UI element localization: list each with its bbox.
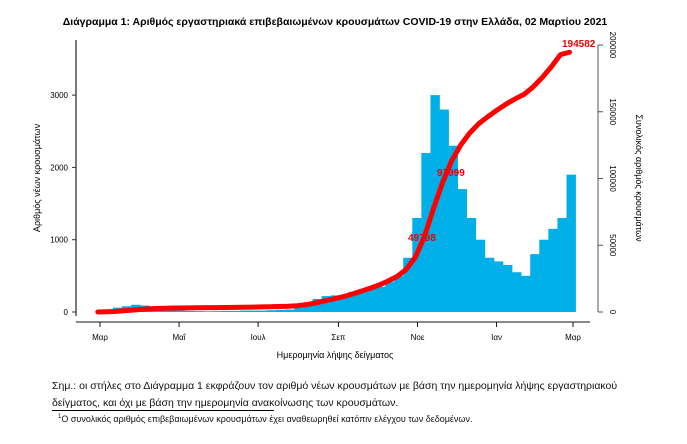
bar — [267, 310, 277, 312]
bar — [412, 218, 422, 312]
bar — [539, 239, 549, 312]
bar — [448, 145, 458, 312]
x-tick-label: Μαρ — [92, 333, 108, 342]
bar — [258, 310, 268, 312]
bar — [548, 228, 558, 312]
footnote-mark: 1 — [58, 414, 62, 420]
bar — [230, 310, 241, 312]
footnote: 1Ο συνολικός αριθμός επιβεβαιωμένων κρου… — [58, 414, 472, 424]
bar — [439, 109, 449, 312]
chart-title: Διάγραμμα 1: Αριθμός εργαστηριακά επιβεβ… — [63, 16, 608, 28]
bar — [312, 298, 322, 312]
bar — [503, 265, 513, 312]
bar — [557, 218, 567, 312]
bar — [176, 310, 186, 312]
bar — [521, 275, 531, 312]
bar — [512, 272, 522, 312]
y2-axis-label: Συνολικός αριθμός κρουσμάτων — [634, 114, 644, 242]
y-tick-label: 0 — [64, 308, 69, 317]
bar — [212, 311, 223, 312]
bar — [530, 254, 540, 312]
chart-note: Σημ.: οι στήλες στο Διάγραμμα 1 εκφράζου… — [52, 380, 618, 409]
y2-tick-label: 200000 — [608, 32, 617, 59]
bar — [348, 291, 359, 312]
bar — [185, 310, 195, 312]
y-tick-label: 2000 — [50, 163, 68, 172]
y-tick-label: 3000 — [50, 91, 68, 100]
bars — [94, 95, 576, 312]
footnote-text: Ο συνολικός αριθμός επιβεβαιωμένων κρουσ… — [61, 414, 473, 424]
bar — [385, 281, 395, 312]
bar — [194, 311, 204, 312]
x-tick-label: Νοε — [411, 333, 425, 342]
x-tick-label: Ιουλ — [251, 333, 266, 342]
x-tick-label: Μαΐ — [173, 333, 187, 342]
annotation-97999: 97999 — [437, 168, 465, 179]
bar — [366, 288, 377, 312]
bar — [566, 174, 576, 312]
bar — [466, 218, 477, 312]
bar — [484, 257, 495, 312]
bar — [339, 295, 350, 312]
bar — [249, 310, 259, 312]
axes: 0 1000 2000 3000 0 50000 100000 150000 200000 Μαρ… — [50, 32, 617, 342]
bar — [493, 261, 504, 312]
cumulative-line — [95, 49, 573, 315]
x-tick-label: Σεπ — [331, 333, 346, 342]
bar — [376, 286, 386, 312]
bar — [457, 189, 468, 312]
bar — [357, 290, 368, 312]
bar — [394, 275, 404, 312]
x-axis-label: Ημερομηνία λήψης δείγματος — [277, 350, 394, 360]
bar — [303, 303, 313, 312]
bar — [294, 307, 304, 312]
y2-tick-label: 50000 — [608, 234, 617, 257]
footnote-divider — [52, 410, 274, 411]
y-axis-label: Αριθμός νέων κρουσμάτων — [32, 123, 42, 232]
bar — [403, 257, 413, 312]
annotation-49798: 49798 — [408, 233, 436, 244]
bar — [330, 295, 341, 312]
bar — [203, 311, 214, 312]
annotation-total: 194582 — [562, 39, 596, 50]
x-tick-label: Μαρ — [565, 333, 581, 342]
bar — [239, 310, 250, 312]
x-tick-label: Ιαν — [491, 333, 502, 342]
bar — [276, 309, 286, 312]
y2-tick-label: 100000 — [608, 165, 617, 192]
bar — [285, 309, 295, 312]
bar — [321, 296, 331, 312]
y2-tick-label: 150000 — [608, 98, 617, 125]
cumulative-series — [95, 49, 573, 315]
bar — [475, 239, 486, 312]
bar — [221, 310, 232, 312]
covid-chart: Διάγραμμα 1: Αριθμός εργαστηριακά επιβεβ… — [32, 16, 644, 360]
y-tick-label: 1000 — [50, 236, 68, 245]
y2-tick-label: 0 — [608, 310, 617, 315]
